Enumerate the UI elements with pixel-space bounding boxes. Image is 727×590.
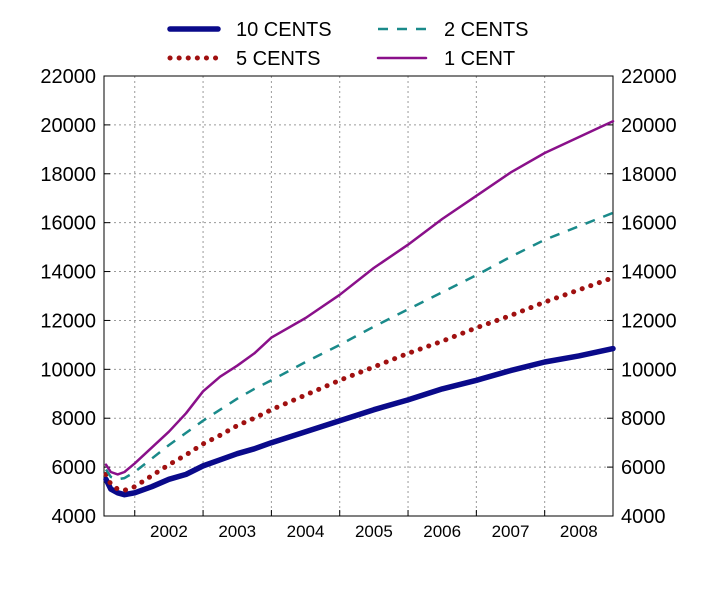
y-tick-label-right: 8000 (621, 408, 666, 430)
series-line-5-cents (103, 275, 616, 493)
legend-label: 5 CENTS (236, 48, 320, 70)
y-tick-label-right: 20000 (621, 115, 677, 137)
y-tick-label-right: 16000 (621, 213, 677, 235)
x-tick-label: 2006 (423, 522, 461, 541)
y-tick-label-right: 10000 (621, 359, 677, 381)
series-line-2-cents (104, 211, 614, 481)
legend-label: 10 CENTS (236, 19, 332, 41)
x-tick-label: 2003 (218, 522, 256, 541)
y-axis-right: 4000 6000 8000 10000 12000 14000 16000 18000 200… (607, 66, 677, 528)
y-tick-label-left: 10000 (40, 359, 96, 381)
x-tick-label: 2004 (287, 522, 325, 541)
legend-label: 2 CENTS (444, 19, 528, 41)
y-tick-label-left: 4000 (52, 506, 97, 528)
y-tick-label-left: 16000 (40, 213, 96, 235)
y-tick-label-right: 18000 (621, 164, 677, 186)
y-tick-label-left: 14000 (40, 262, 96, 284)
legend: 10 CENTS 5 CENTS 2 CENTS 1 CENT (167, 19, 528, 70)
y-axis-left: 4000 6000 8000 10000 12000 14000 16000 18000 200… (40, 66, 110, 528)
x-tick-label: 2007 (492, 522, 530, 541)
x-axis: 2002 2003 2004 2005 2006 2007 2008 (134, 510, 598, 541)
series-line-10-cents (103, 345, 616, 498)
grid (104, 76, 613, 516)
legend-label: 1 CENT (444, 48, 515, 70)
y-tick-label-left: 18000 (40, 164, 96, 186)
y-tick-label-left: 20000 (40, 115, 96, 137)
y-tick-label-right: 12000 (621, 310, 677, 332)
y-tick-label-right: 4000 (621, 506, 666, 528)
y-tick-label-left: 22000 (40, 66, 96, 88)
y-tick-label-left: 8000 (52, 408, 97, 430)
y-tick-label-left: 12000 (40, 310, 96, 332)
y-tick-label-right: 6000 (621, 457, 666, 479)
series-layer (103, 119, 616, 498)
y-tick-label-right: 22000 (621, 66, 677, 88)
x-tick-label: 2002 (150, 522, 188, 541)
plot-frame (103, 75, 614, 517)
x-tick-label: 2005 (355, 522, 393, 541)
y-tick-label-right: 14000 (621, 262, 677, 284)
series-line-1-cent (104, 119, 615, 476)
x-tick-label: 2008 (560, 522, 598, 541)
y-tick-label-left: 6000 (52, 457, 97, 479)
